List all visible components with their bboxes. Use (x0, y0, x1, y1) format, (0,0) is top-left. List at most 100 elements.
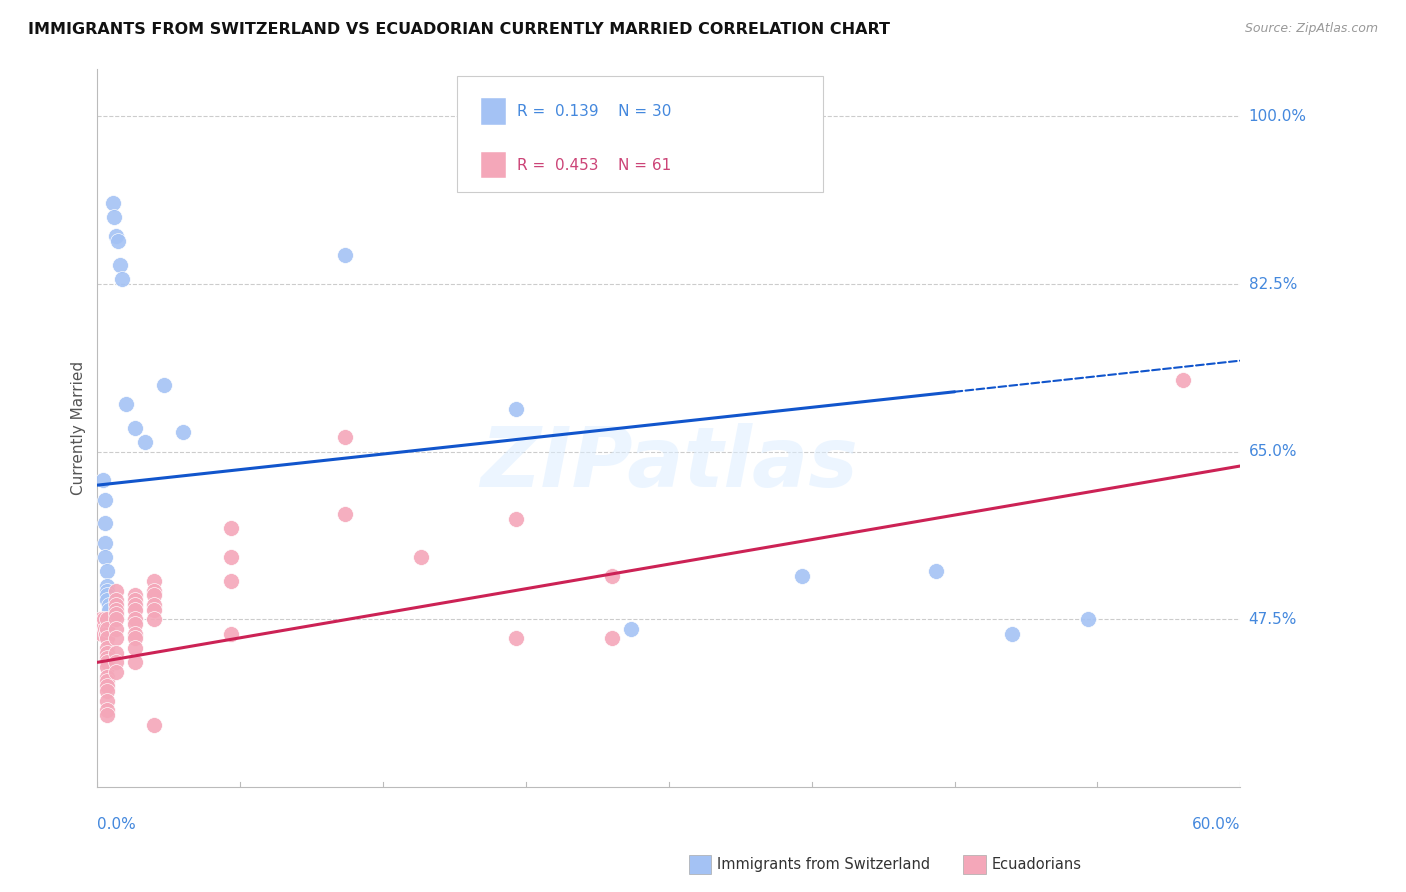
Y-axis label: Currently Married: Currently Married (72, 360, 86, 495)
Point (143, 598, 166, 612)
Point (96, 588, 118, 602)
Text: 100.0%: 100.0% (1249, 109, 1306, 124)
Point (600, 632, 623, 646)
Point (111, 272, 134, 286)
Text: 65.0%: 65.0% (1249, 444, 1298, 459)
Point (105, 598, 128, 612)
Point (505, 511, 527, 525)
Point (105, 593, 128, 607)
Point (124, 626, 146, 640)
Point (124, 593, 146, 607)
Point (91, 474, 114, 488)
Point (124, 602, 146, 616)
Point (219, 521, 242, 535)
Point (96, 679, 118, 693)
Point (96, 583, 118, 598)
Point (411, 549, 433, 564)
Point (105, 583, 128, 598)
Point (172, 425, 194, 440)
Point (105, 622, 128, 636)
Point (91, 617, 114, 632)
Point (143, 574, 166, 588)
Point (124, 612, 146, 626)
Point (96, 693, 118, 707)
Point (924, 565, 946, 579)
Point (103, 210, 125, 224)
Point (96, 640, 118, 655)
Point (600, 569, 623, 583)
Point (124, 588, 146, 602)
Point (505, 632, 527, 646)
Point (96, 622, 118, 636)
Point (105, 607, 128, 622)
Point (94, 622, 117, 636)
Text: Immigrants from Switzerland: Immigrants from Switzerland (717, 857, 931, 871)
Text: 82.5%: 82.5% (1249, 277, 1296, 292)
Point (96, 656, 118, 670)
Text: R =  0.139    N = 30: R = 0.139 N = 30 (517, 104, 672, 119)
Text: Source: ZipAtlas.com: Source: ZipAtlas.com (1244, 22, 1378, 36)
Point (96, 684, 118, 698)
Point (1173, 373, 1195, 387)
Point (792, 569, 814, 583)
Point (219, 626, 242, 640)
Point (94, 626, 117, 640)
Point (124, 656, 146, 670)
Point (124, 640, 146, 655)
Point (96, 565, 118, 579)
Point (1077, 612, 1099, 626)
Point (333, 248, 356, 262)
Point (115, 397, 138, 411)
Point (143, 612, 166, 626)
Point (105, 612, 128, 626)
Point (1001, 626, 1024, 640)
Point (96, 660, 118, 674)
Point (91, 626, 114, 640)
Text: IMMIGRANTS FROM SWITZERLAND VS ECUADORIAN CURRENTLY MARRIED CORRELATION CHART: IMMIGRANTS FROM SWITZERLAND VS ECUADORIA… (28, 22, 890, 37)
Point (108, 258, 131, 272)
Point (94, 535, 117, 549)
Point (333, 507, 356, 521)
Point (96, 632, 118, 646)
Point (105, 656, 128, 670)
Point (105, 602, 128, 616)
Point (96, 708, 118, 723)
Point (219, 549, 242, 564)
Point (105, 632, 128, 646)
Point (124, 598, 146, 612)
Point (97, 598, 120, 612)
Point (94, 492, 117, 507)
Text: R =  0.453    N = 61: R = 0.453 N = 61 (517, 158, 672, 172)
Point (143, 588, 166, 602)
Point (153, 377, 176, 392)
Point (219, 574, 242, 588)
Point (96, 674, 118, 689)
Point (101, 195, 124, 210)
Point (143, 717, 166, 731)
Point (105, 646, 128, 660)
Text: Ecuadorians: Ecuadorians (991, 857, 1081, 871)
Point (107, 234, 129, 248)
Point (333, 430, 356, 444)
Point (96, 612, 118, 626)
Point (105, 229, 128, 244)
Point (124, 617, 146, 632)
Point (143, 602, 166, 616)
Text: ZIPatlas: ZIPatlas (479, 423, 858, 504)
Point (96, 703, 118, 717)
Point (94, 549, 117, 564)
Text: 60.0%: 60.0% (1192, 817, 1240, 832)
Point (96, 646, 118, 660)
Text: 0.0%: 0.0% (97, 817, 136, 832)
Point (90, 612, 112, 626)
Point (96, 670, 118, 684)
Point (105, 665, 128, 679)
Point (96, 593, 118, 607)
Point (94, 516, 117, 531)
Text: 47.5%: 47.5% (1249, 612, 1296, 627)
Point (96, 579, 118, 593)
Point (124, 632, 146, 646)
Point (96, 650, 118, 665)
Point (143, 583, 166, 598)
Point (93, 612, 115, 626)
